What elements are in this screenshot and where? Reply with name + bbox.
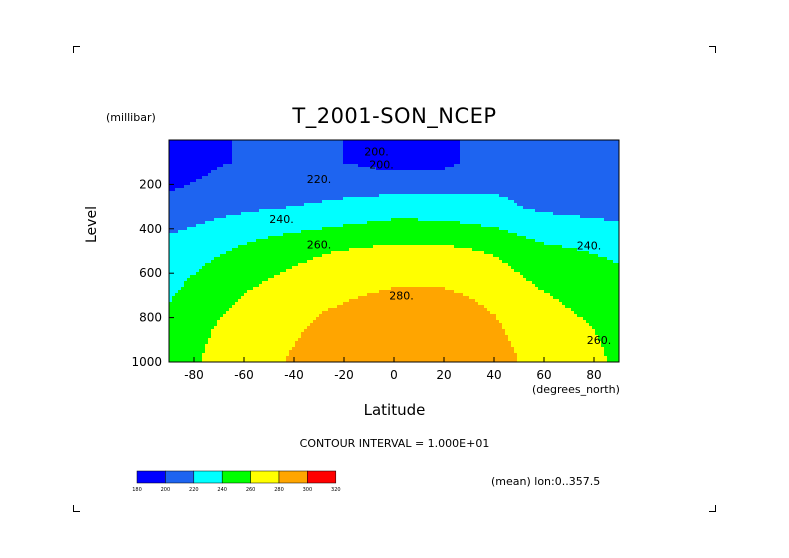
x-tick-label: -60 xyxy=(234,368,254,382)
x-tick-label: -80 xyxy=(184,368,204,382)
colorbar-label: 300 xyxy=(303,487,313,493)
colorbar-label: 200 xyxy=(161,487,171,493)
colorbar-swatch xyxy=(193,470,223,484)
x-axis-units: (degrees_north) xyxy=(532,383,620,396)
crop-mark-top-right xyxy=(709,46,716,53)
contour-label: 260. xyxy=(307,238,332,251)
y-tick-label: 1000 xyxy=(131,355,162,369)
contour-interval-note: CONTOUR INTERVAL = 1.000E+01 xyxy=(299,437,490,450)
x-tick-label: -40 xyxy=(284,368,304,382)
y-tick-label: 200 xyxy=(139,177,162,191)
x-axis-label: Latitude xyxy=(363,401,426,419)
contour-label: 260. xyxy=(587,334,612,347)
y-tick-label: 400 xyxy=(139,222,162,236)
colorbar-label: 280 xyxy=(274,487,284,493)
colorbar-label: 220 xyxy=(189,487,199,493)
x-tick-label: 20 xyxy=(436,368,451,382)
colorbar-swatch xyxy=(307,470,337,484)
contour-label: 200. xyxy=(369,158,394,171)
y-tick-label: 800 xyxy=(139,311,162,325)
x-tick-label: 60 xyxy=(536,368,551,382)
x-tick-label: 80 xyxy=(586,368,601,382)
colorbar-swatch xyxy=(278,470,308,484)
colorbar-label: 240 xyxy=(217,487,227,493)
crop-mark-bottom-left xyxy=(73,505,80,512)
x-tick-label: 0 xyxy=(390,368,398,382)
x-tick-label: -20 xyxy=(334,368,354,382)
contour-label: 240. xyxy=(269,213,294,226)
chart-title: T_2001-SON_NCEP xyxy=(292,104,497,128)
crop-mark-top-left xyxy=(73,46,80,53)
colorbar-swatch xyxy=(221,470,251,484)
colorbar-swatch xyxy=(250,470,280,484)
colorbar-label: 320 xyxy=(331,487,341,493)
contour-label: 280. xyxy=(389,289,414,302)
colorbar-label: 260 xyxy=(246,487,256,493)
x-tick-label: 40 xyxy=(486,368,501,382)
colorbar-label: 180 xyxy=(132,487,142,493)
crop-mark-bottom-right xyxy=(709,505,716,512)
colorbar-swatch xyxy=(165,470,195,484)
colorbar-swatch xyxy=(136,470,166,484)
contour-label: 220. xyxy=(307,173,332,186)
contour-label: 200. xyxy=(364,146,389,159)
filled-contours xyxy=(169,140,620,363)
y-axis-units: (millibar) xyxy=(106,111,156,124)
y-tick-label: 600 xyxy=(139,266,162,280)
contour-label: 240. xyxy=(577,239,602,252)
mean-longitude-note: (mean) lon:0..357.5 xyxy=(491,475,601,488)
